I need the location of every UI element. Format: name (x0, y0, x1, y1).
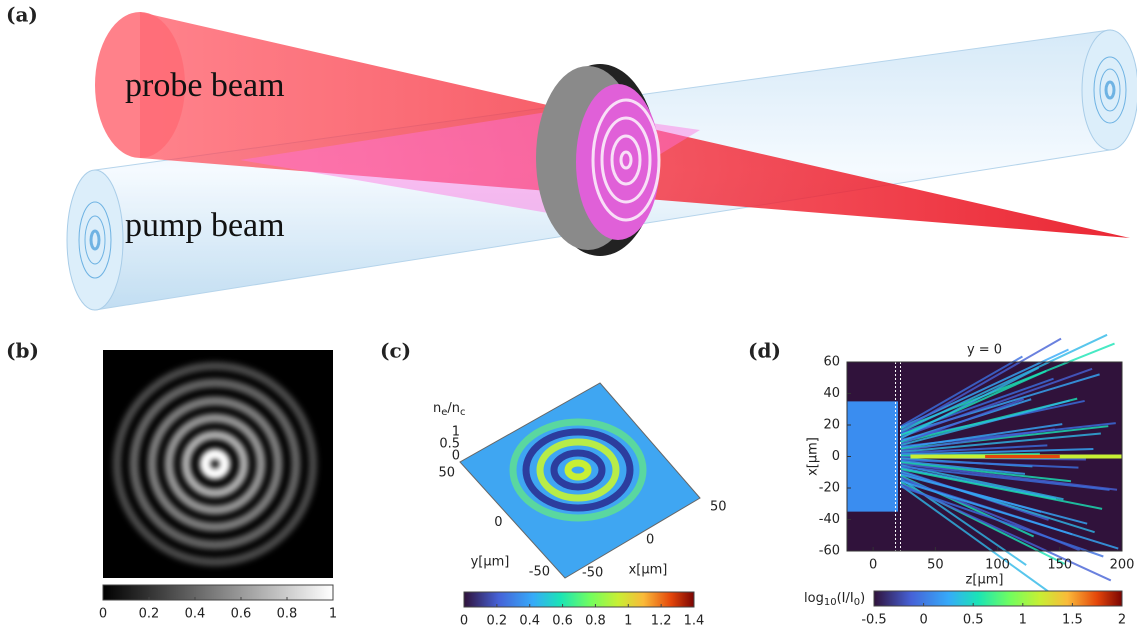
tick-label: 1 (624, 614, 632, 629)
tick-label: 1 (1019, 613, 1027, 628)
tick-label: 1.5 (1062, 613, 1083, 628)
label-part: /n (447, 401, 460, 416)
tick-label: 0 (494, 515, 502, 530)
tick-label: -20 (819, 481, 840, 496)
tick-label: -50 (529, 565, 550, 580)
label-part: n (433, 401, 441, 416)
tick-label: -50 (582, 566, 603, 581)
incident-beam (847, 401, 898, 511)
panel-label: (d) (748, 339, 781, 363)
tick-label: 50 (438, 466, 455, 481)
tick-label: 0 (646, 533, 654, 548)
tick-label: 1.4 (684, 614, 705, 629)
beam-label: probe beam (125, 67, 285, 104)
colorbar (103, 585, 333, 600)
tick-label: 50 (710, 500, 727, 515)
tick-label: 100 (985, 558, 1010, 573)
tick-label: 0.4 (519, 614, 540, 629)
tick-label: 0 (99, 607, 107, 622)
tick-label: 0 (869, 558, 877, 573)
colorbar (874, 591, 1122, 606)
axis-label: ne/nc (433, 401, 466, 419)
beam-label: pump beam (125, 207, 285, 244)
plot-title: y = 0 (967, 343, 1002, 358)
axis-label: z[μm] (966, 573, 1004, 588)
panel-a: (a) probe beam pump beam (6, 3, 1137, 311)
tick-label: 200 (1110, 558, 1135, 573)
target (576, 84, 660, 240)
tick-label: 0.4 (185, 607, 206, 622)
axis-label: x[μm] (629, 563, 668, 578)
figure: (a) probe beam pump beam (b) (c) (d) 0 0.… (0, 0, 1137, 630)
tick-label: -60 (819, 544, 840, 559)
tick-label: 0.2 (487, 614, 508, 629)
panel-label: (b) (6, 339, 39, 363)
tick-label: 0 (919, 613, 927, 628)
surface (460, 383, 700, 578)
label-part: 10 (824, 597, 837, 608)
panel-b: (b) (6, 339, 333, 601)
tick-label: 0 (460, 614, 468, 629)
pump-end (67, 170, 123, 310)
tick-label: -40 (819, 512, 840, 527)
tick-label: 20 (823, 418, 840, 433)
tick-label: 1 (452, 425, 460, 440)
tick-label: 0 (832, 449, 840, 464)
tick-label: 0.8 (585, 614, 606, 629)
colorbar (464, 592, 694, 607)
label-part: ) (860, 591, 865, 606)
axis-label: x[μm] (806, 437, 821, 476)
label-part: log (804, 591, 824, 606)
tick-label: -0.5 (861, 613, 886, 628)
pump-end (1082, 30, 1137, 150)
tick-label: 50 (927, 558, 944, 573)
tick-label: 0.6 (552, 614, 573, 629)
panel-label: (a) (6, 3, 38, 27)
axis-label: y[μm] (471, 555, 510, 570)
panel-label: (c) (380, 339, 411, 363)
tick-label: 1 (329, 607, 337, 622)
tick-label: 40 (823, 386, 840, 401)
tick-label: 2 (1118, 613, 1126, 628)
label-part: (I/I (837, 591, 854, 606)
tick-label: 0.6 (231, 607, 252, 622)
tick-label: 0.2 (139, 607, 160, 622)
tick-label: 1.2 (651, 614, 672, 629)
tick-label: 0.5 (963, 613, 984, 628)
tick-label: 0.8 (277, 607, 298, 622)
label-part: c (460, 407, 466, 418)
tick-label: 60 (823, 355, 840, 370)
axis-label: log10(I/I0) (804, 591, 865, 609)
tick-label: 150 (1047, 558, 1072, 573)
